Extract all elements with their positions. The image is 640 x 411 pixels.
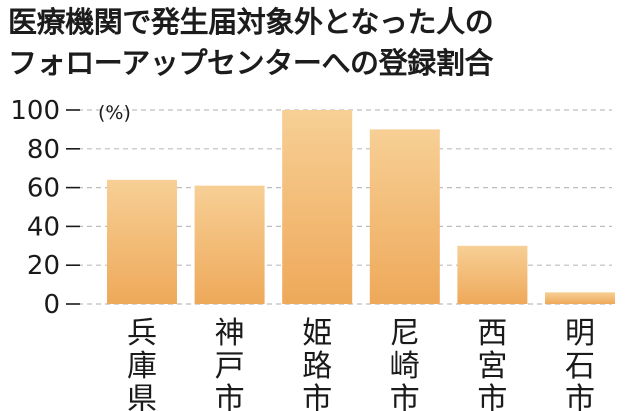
bars: [107, 110, 615, 304]
x-category-label: 尼崎市: [390, 316, 420, 411]
bar: [457, 245, 528, 304]
x-category-label: 明石市: [565, 316, 595, 411]
x-category-label: 西宮市: [477, 316, 507, 411]
x-category-label: 神戸市: [215, 316, 245, 411]
bar: [282, 110, 353, 304]
y-tick-label: 0: [43, 290, 60, 320]
y-tick-label: 60: [27, 174, 60, 204]
y-tick-label: 100: [10, 96, 60, 126]
y-unit-label: (%): [98, 102, 131, 124]
y-tick-label: 40: [27, 212, 60, 242]
y-tick-label: 80: [27, 135, 60, 165]
y-axis: 0 20 40 60 80 100: [10, 96, 80, 320]
chart-title-line-1: 医療機関で発生届対象外となった人の: [8, 5, 494, 39]
y-tick-label: 20: [27, 251, 60, 281]
chart-title: 医療機関で発生届対象外となった人の フォローアップセンターへの登録割合: [8, 2, 634, 84]
bar: [369, 129, 440, 304]
x-category-label: 兵庫県: [127, 316, 157, 411]
x-category-label: 姫路市: [302, 316, 332, 411]
chart-title-line-2: フォローアップセンターへの登録割合: [8, 46, 494, 80]
bar: [107, 179, 177, 304]
bar: [545, 292, 615, 304]
bar: [194, 185, 265, 304]
x-axis-categories: 兵庫県 神戸市 姫路市 尼崎市 西宮市 明石市: [127, 316, 595, 411]
